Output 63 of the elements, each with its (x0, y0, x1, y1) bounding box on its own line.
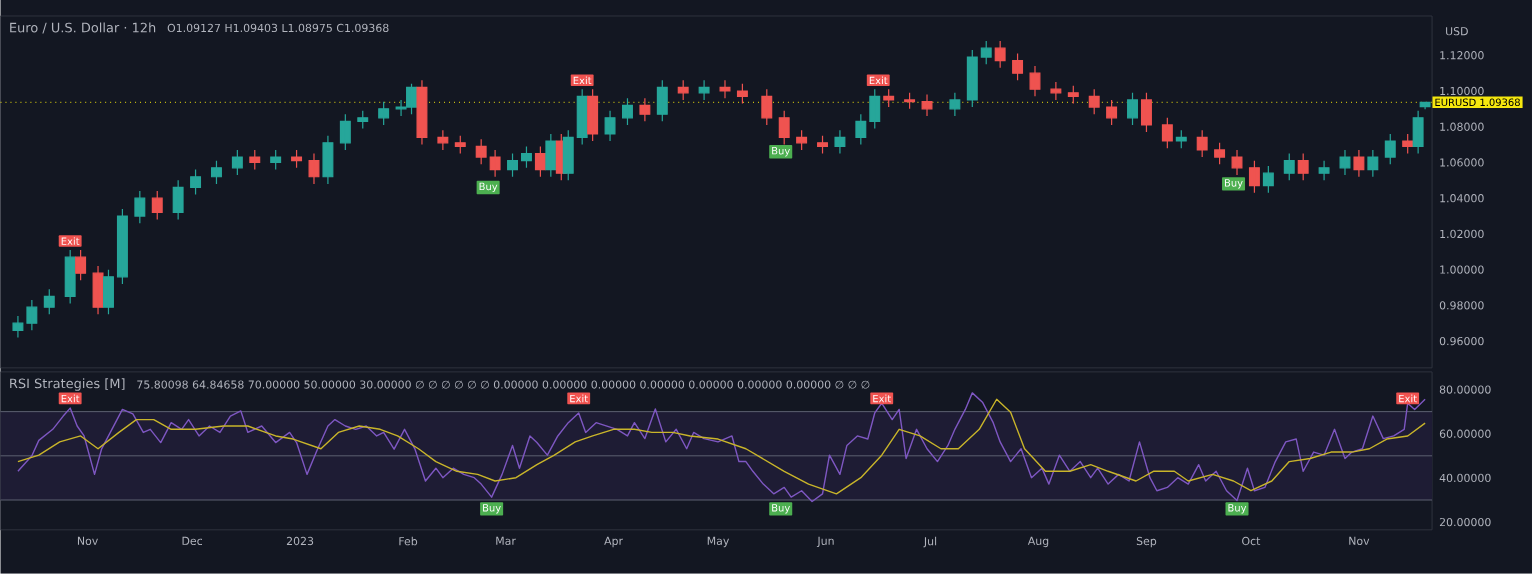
candlestick (64, 249, 76, 305)
candlestick (378, 101, 390, 126)
candlestick (545, 133, 557, 178)
candlestick (249, 149, 261, 171)
candlestick (1419, 101, 1431, 111)
candlestick (1248, 160, 1260, 194)
candlestick (719, 79, 731, 99)
candlestick (1297, 153, 1309, 182)
candlestick (210, 160, 222, 185)
candlestick (1318, 160, 1330, 182)
candlestick (904, 92, 916, 110)
candlestick (834, 129, 846, 155)
candlestick (921, 94, 933, 117)
candlestick (1283, 153, 1295, 182)
candlestick (1214, 142, 1226, 165)
candlestick (454, 135, 466, 155)
candlestick (1196, 129, 1208, 158)
candlestick (604, 110, 616, 142)
candlestick (656, 79, 668, 123)
candlestick (416, 79, 428, 146)
candlestick (1231, 149, 1243, 176)
candlestick (1412, 110, 1424, 155)
candlestick (1088, 88, 1100, 115)
candlestick (1050, 81, 1062, 101)
candlestick (677, 79, 689, 101)
candlestick (43, 288, 55, 315)
candlestick (357, 110, 369, 130)
candlestick (437, 129, 449, 151)
candlestick (151, 190, 163, 221)
candlestick (322, 135, 334, 185)
candlestick (308, 153, 320, 185)
candlestick (190, 169, 202, 196)
candlestick (698, 79, 710, 101)
candlestick (1140, 92, 1152, 133)
candlestick (1339, 149, 1351, 176)
candlestick (1367, 149, 1379, 178)
candlestick (1161, 117, 1173, 149)
candlestick (339, 113, 351, 151)
candlestick (778, 110, 790, 146)
candlestick (1262, 165, 1274, 194)
candlestick (736, 83, 748, 105)
candlestick (621, 97, 633, 126)
candlestick (1127, 92, 1138, 126)
candlestick (1175, 129, 1187, 149)
candlestick (949, 92, 961, 117)
candlestick (1106, 99, 1118, 126)
candlestick (994, 40, 1006, 69)
candlestick (291, 149, 303, 169)
candlestick (1029, 65, 1041, 98)
candlestick (1402, 133, 1414, 155)
candlestick (817, 135, 828, 155)
candlestick (1384, 133, 1396, 165)
candlestick (1353, 149, 1365, 178)
candlestick (1012, 52, 1024, 81)
candlestick (92, 265, 104, 315)
candlestick (796, 129, 808, 151)
candlestick (1067, 85, 1079, 105)
candlestick (639, 97, 651, 123)
candlestick (134, 190, 146, 224)
candlestick (270, 149, 282, 171)
candlestick (761, 88, 773, 126)
candlestick (231, 149, 243, 176)
candlestick (172, 179, 184, 221)
